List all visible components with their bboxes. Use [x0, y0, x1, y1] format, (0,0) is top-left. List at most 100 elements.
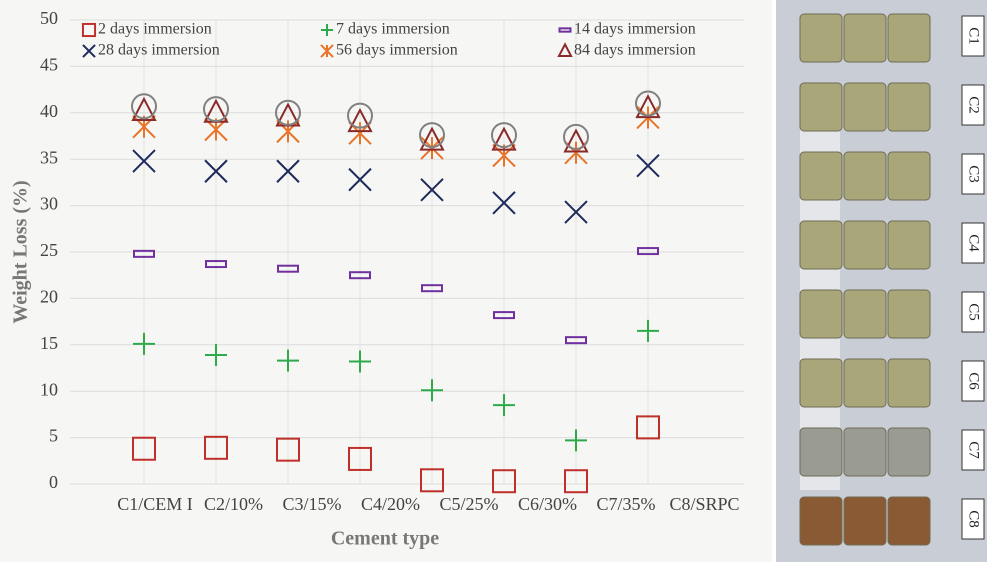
legend-label: 7 days immersion: [336, 21, 450, 38]
legend-label: 56 days immersion: [336, 42, 458, 59]
marker-dash: [637, 247, 659, 256]
sample-label: C1: [966, 27, 982, 45]
y-tick-label: 30: [40, 194, 58, 214]
label-card: [961, 153, 985, 195]
marker-circle: [419, 122, 445, 149]
marker-circle: [347, 102, 373, 129]
marker-x: [348, 167, 372, 192]
x-tick-label: C1/CEM I: [117, 494, 193, 514]
marker-dash: [565, 336, 587, 345]
marker-x: [204, 159, 228, 183]
cube: [799, 151, 843, 201]
cube: [799, 13, 843, 63]
marker-dash: [349, 271, 371, 280]
legend-label: 28 days immersion: [98, 42, 220, 59]
legend-label: 84 days immersion: [574, 42, 696, 59]
cube: [799, 220, 843, 270]
marker-plus: [637, 319, 659, 342]
marker-x: [132, 149, 156, 173]
marker-triangle: [347, 107, 373, 133]
legend-label: 2 days immersion: [98, 21, 212, 38]
cube: [887, 496, 931, 546]
marker-asterisk: [320, 44, 334, 58]
marker-plus: [349, 350, 371, 373]
x-axis-title: Cement type: [331, 528, 439, 550]
marker-x: [492, 191, 516, 215]
label-card: [961, 360, 985, 402]
marker-triangle: [131, 96, 157, 121]
cube: [843, 427, 887, 477]
marker-circle: [203, 96, 229, 123]
marker-circle: [563, 123, 589, 150]
cube: [843, 358, 887, 408]
marker-square: [492, 469, 516, 494]
x-tick-label: C2/10%: [204, 494, 263, 514]
marker-triangle: [635, 94, 661, 119]
y-tick-label: 15: [40, 333, 58, 353]
y-axis-title: Weight Loss (%): [10, 180, 32, 323]
marker-plus: [565, 429, 587, 452]
marker-x: [276, 159, 300, 183]
y-tick-label: 50: [40, 8, 58, 28]
marker-plus: [493, 394, 515, 417]
cube: [843, 13, 887, 63]
sample-photo: C1 C2 C3 C4 C5 C6 C7 C8: [776, 0, 987, 562]
cube: [887, 358, 931, 408]
marker-dash: [205, 260, 227, 269]
sample-label: C8: [966, 510, 982, 528]
marker-square: [132, 436, 156, 461]
marker-x: [82, 44, 96, 58]
cube: [799, 496, 843, 546]
y-tick-label: 0: [49, 472, 58, 492]
cube: [799, 82, 843, 132]
marker-triangle: [419, 126, 445, 151]
sample-label: C3: [966, 165, 982, 183]
sample-label: C7: [966, 441, 982, 459]
marker-plus: [205, 344, 227, 367]
sample-label: C2: [966, 96, 982, 114]
cube: [843, 289, 887, 339]
x-tick-label: C8/SRPC: [669, 494, 739, 514]
chart-background: [0, 0, 772, 562]
label-card: [961, 84, 985, 126]
cube: [887, 82, 931, 132]
marker-plus: [421, 379, 443, 402]
cube: [843, 82, 887, 132]
marker-circle: [491, 122, 517, 149]
marker-square: [420, 468, 444, 493]
marker-x: [420, 178, 444, 202]
marker-plus: [320, 23, 334, 37]
cube: [887, 289, 931, 339]
marker-square: [636, 415, 660, 440]
cube: [843, 220, 887, 270]
marker-asterisk: [492, 143, 516, 168]
marker-dash: [421, 284, 443, 293]
cube: [799, 358, 843, 408]
label-card: [961, 15, 985, 57]
label-card: [961, 498, 985, 540]
marker-square: [81, 22, 97, 38]
legend-label: 14 days immersion: [574, 21, 696, 38]
sample-label: C4: [966, 234, 982, 252]
y-tick-label: 5: [49, 426, 58, 446]
y-tick-label: 45: [40, 55, 58, 75]
marker-plus: [133, 332, 155, 355]
label-card: [961, 222, 985, 264]
x-tick-label: C6/30%: [518, 494, 577, 514]
marker-plus: [277, 349, 299, 372]
y-tick-label: 40: [40, 101, 58, 121]
y-tick-label: 35: [40, 147, 58, 167]
marker-square: [204, 435, 228, 460]
sample-label: C6: [966, 372, 982, 390]
marker-dash: [558, 27, 572, 33]
marker-square: [564, 469, 588, 494]
marker-dash: [277, 264, 299, 273]
marker-dash: [493, 311, 515, 320]
label-card: [961, 429, 985, 471]
cube: [887, 151, 931, 201]
cube: [887, 220, 931, 270]
marker-square: [276, 437, 300, 462]
marker-x: [636, 153, 660, 178]
y-tick-label: 20: [40, 287, 58, 307]
